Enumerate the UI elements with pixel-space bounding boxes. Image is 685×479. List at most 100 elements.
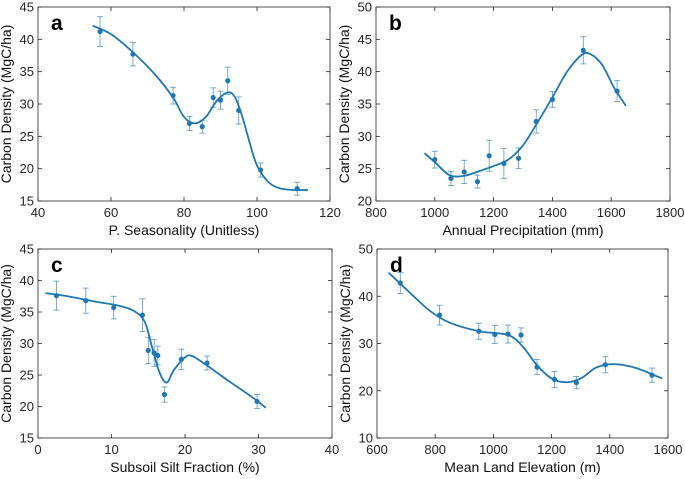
data-point <box>448 175 454 181</box>
y-axis-label: Carbon Density (MgC/ha) <box>0 264 14 423</box>
data-point <box>186 120 193 126</box>
data-point <box>204 360 210 366</box>
data-point <box>145 347 151 354</box>
y-tick-label: 20 <box>359 383 373 398</box>
x-axis-label: Annual Precipitation (mm) <box>442 222 603 238</box>
data-point <box>139 312 145 318</box>
y-tick-label: 35 <box>20 305 34 320</box>
x-tick-label: 0 <box>34 442 41 457</box>
axes-box <box>376 248 669 439</box>
y-tick-label: 25 <box>20 368 34 383</box>
y-tick-label: 20 <box>20 161 34 176</box>
data-point <box>258 167 264 173</box>
data-point <box>254 398 260 405</box>
axes-box <box>375 6 671 202</box>
data-point <box>97 28 103 35</box>
x-tick-label: 1400 <box>595 442 624 457</box>
data-point <box>649 372 655 378</box>
data-point <box>486 153 492 159</box>
y-tick-label: 40 <box>20 32 34 47</box>
y-tick-label: 10 <box>359 431 373 446</box>
fit-curve <box>388 271 663 384</box>
axes-box <box>37 248 333 439</box>
data-point <box>170 92 176 99</box>
fit-curve <box>45 292 267 409</box>
panel-label: c <box>51 254 63 277</box>
data-point <box>294 186 300 192</box>
y-axis-label: Carbon Density (MgC/ha) <box>336 25 352 184</box>
x-tick-label: 800 <box>424 442 446 457</box>
data-point <box>53 293 59 299</box>
x-tick-label: 800 <box>365 205 387 220</box>
data-point <box>225 78 231 84</box>
data-point <box>161 391 168 398</box>
y-tick-label: 45 <box>20 242 34 257</box>
data-point <box>178 356 184 362</box>
data-point <box>151 350 157 356</box>
x-tick-label: 1800 <box>656 205 685 220</box>
data-point <box>551 376 558 383</box>
y-tick-label: 25 <box>20 129 34 144</box>
data-point <box>83 298 89 304</box>
panel-c: 0 10 20 30 40 15 20 25 30 35 40 45 Subsoil Silt Frac… <box>0 242 339 476</box>
data-point <box>580 47 586 53</box>
data-point <box>501 160 507 167</box>
panel-d: 600 800 1000 1200 1400 1600 10 20 30 40 50 Mean Lan… <box>337 242 682 476</box>
x-axis-label: Mean Land Elevation (m) <box>444 459 600 475</box>
x-tick-label: 80 <box>177 205 191 220</box>
x-tick-label: 1000 <box>479 442 508 457</box>
x-tick-label: 1200 <box>537 442 566 457</box>
data-point <box>492 331 498 338</box>
panel-label: b <box>389 12 402 35</box>
panel-label: d <box>390 254 403 277</box>
x-axis-label: Subsoil Silt Fraction (%) <box>110 459 259 475</box>
x-tick-label: 1600 <box>597 205 626 220</box>
data-point <box>397 280 403 286</box>
data-point <box>199 124 205 130</box>
y-tick-label: 25 <box>358 161 372 176</box>
x-tick-label: 20 <box>178 442 192 457</box>
y-tick-label: 40 <box>358 64 372 79</box>
y-tick-label: 15 <box>20 431 34 446</box>
data-point <box>505 331 511 337</box>
data-point <box>155 352 161 359</box>
y-tick-label: 40 <box>20 273 34 288</box>
data-point <box>518 332 524 338</box>
data-point <box>130 51 136 57</box>
data-point <box>515 155 522 161</box>
x-tick-label: 1200 <box>479 205 508 220</box>
data-point <box>111 304 117 311</box>
data-point <box>602 362 609 368</box>
x-tick-label: 1600 <box>654 442 683 457</box>
data-point <box>533 118 539 125</box>
y-tick-label: 35 <box>20 64 34 79</box>
x-tick-label: 100 <box>246 205 268 220</box>
y-axis-label: Carbon Density (MgC/ha) <box>337 264 353 423</box>
x-tick-label: 40 <box>325 442 339 457</box>
data-point <box>436 312 443 318</box>
y-tick-label: 20 <box>358 194 372 209</box>
fit-curve <box>423 51 627 178</box>
y-tick-label: 40 <box>359 289 373 304</box>
panel-b: 800 1000 1200 1400 1600 1800 20 25 30 35 40 45 50 Ann… <box>336 0 684 238</box>
data-point <box>573 380 579 386</box>
data-point <box>217 97 224 103</box>
x-tick-label: 600 <box>366 442 388 457</box>
x-tick-label: 60 <box>104 205 118 220</box>
x-tick-label: 120 <box>319 205 341 220</box>
data-point <box>534 364 540 370</box>
x-tick-label: 1400 <box>538 205 567 220</box>
data-point <box>614 88 620 94</box>
axes-box <box>37 6 331 202</box>
data-point <box>461 169 467 175</box>
data-point <box>474 179 481 185</box>
y-tick-label: 50 <box>359 242 373 257</box>
x-tick-label: 10 <box>104 442 118 457</box>
panel-a: 40 60 80 100 120 15 20 25 30 35 40 45 P. Seasonality… <box>0 0 341 238</box>
y-axis-label: Carbon Density (MgC/ha) <box>0 25 14 184</box>
y-tick-label: 30 <box>20 97 34 112</box>
x-tick-label: 30 <box>251 442 265 457</box>
data-point <box>476 328 482 334</box>
y-tick-label: 30 <box>358 129 372 144</box>
